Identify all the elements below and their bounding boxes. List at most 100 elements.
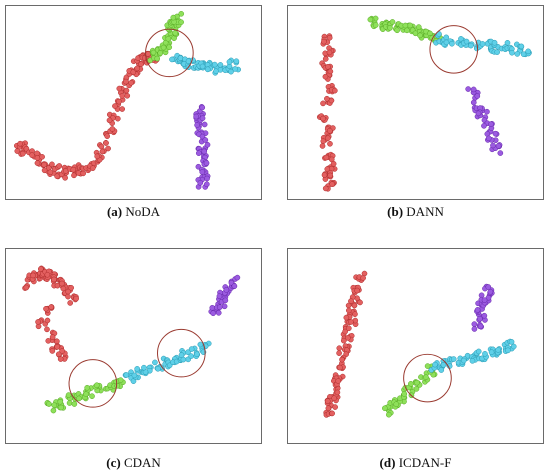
point-d-2-0-6 xyxy=(432,361,438,368)
point-b-2-5-3 xyxy=(479,41,486,47)
point-c-2-0-5 xyxy=(123,372,130,378)
point-a-0-3-3 xyxy=(39,154,45,160)
point-c-3-4-4 xyxy=(234,274,241,281)
point-d-0-12-5 xyxy=(331,395,337,401)
point-c-3-2-5 xyxy=(216,293,223,300)
point-a-1-3-5 xyxy=(166,44,173,51)
caption-a-letter: a xyxy=(111,204,118,219)
point-c-3-4-6 xyxy=(231,283,238,289)
point-c-0-9-6 xyxy=(73,295,79,302)
point-c-3-2-3 xyxy=(222,297,229,304)
point-b-0-4-6 xyxy=(332,87,338,94)
point-b-0-12-4 xyxy=(329,181,335,187)
point-b-3-4-6 xyxy=(485,135,492,142)
caption-c-name: CDAN xyxy=(123,455,161,470)
point-a-3-2-6 xyxy=(201,121,208,128)
point-b-0-3-6 xyxy=(327,68,334,75)
highlight-circle-b-0 xyxy=(429,25,479,74)
point-a-0-5-6 xyxy=(56,163,63,169)
point-d-2-1-6 xyxy=(438,367,445,373)
caption-d: (d) ICDAN-F xyxy=(379,455,452,470)
point-a-0-4-3 xyxy=(41,161,47,168)
point-d-0-8-4 xyxy=(339,356,345,363)
point-c-0-8-6 xyxy=(68,284,75,291)
point-b-1-7-5 xyxy=(417,32,423,39)
point-d-1-6-3 xyxy=(424,363,431,369)
point-b-1-5-5 xyxy=(404,27,410,34)
series-a-3 xyxy=(193,104,211,190)
scatter-plot-a xyxy=(13,10,242,190)
point-d-2-8-6 xyxy=(505,347,511,354)
scatter-panel-a xyxy=(5,5,262,200)
point-d-0-5-5 xyxy=(342,328,348,335)
point-d-2-4-6 xyxy=(469,358,476,364)
point-c-2-7-6 xyxy=(188,353,194,359)
series-d-2 xyxy=(428,338,517,373)
point-c-1-4-5 xyxy=(83,391,89,397)
scatter-plot-c xyxy=(22,265,241,414)
point-b-2-8-5 xyxy=(514,51,521,57)
point-d-1-4-0 xyxy=(413,386,420,392)
point-b-1-3-4 xyxy=(389,19,396,25)
point-a-2-6-6 xyxy=(213,68,219,75)
point-b-0-10-4 xyxy=(330,160,337,167)
point-b-2-9-2 xyxy=(520,51,527,58)
point-a-0-4-6 xyxy=(49,161,55,168)
point-c-0-13-5 xyxy=(49,348,56,354)
point-d-0-3-6 xyxy=(345,307,352,314)
point-b-3-0-5 xyxy=(474,93,481,99)
point-d-0-4-5 xyxy=(343,314,350,321)
caption-a-name: NoDA xyxy=(125,204,161,219)
point-a-3-0-4 xyxy=(199,104,206,111)
point-b-2-1-3 xyxy=(449,40,455,47)
point-d-0-0-6 xyxy=(360,275,366,281)
point-a-0-15-6 xyxy=(116,98,122,105)
point-d-2-5-6 xyxy=(482,350,488,357)
point-c-3-0-6 xyxy=(210,310,217,317)
point-a-0-16-3 xyxy=(124,92,131,99)
point-b-1-5-4 xyxy=(407,22,413,29)
point-a-0-5-4 xyxy=(47,169,54,176)
point-c-0-5-6 xyxy=(44,271,51,278)
point-a-1-1-6 xyxy=(150,49,157,56)
point-a-1-8-6 xyxy=(170,14,177,21)
series-b-0 xyxy=(316,33,338,192)
point-b-2-3-6 xyxy=(463,38,470,45)
point-b-1-1-3 xyxy=(372,22,379,28)
point-a-3-8-0 xyxy=(204,175,210,182)
point-d-0-12-6 xyxy=(332,404,338,410)
point-b-0-8-3 xyxy=(320,138,327,145)
point-d-3-2-4 xyxy=(474,307,481,313)
point-b-1-5-6 xyxy=(402,22,409,29)
point-c-1-0-6 xyxy=(46,401,52,407)
highlight-circle-c-1 xyxy=(157,328,206,378)
point-d-1-4-6 xyxy=(414,379,420,386)
point-a-3-4-6 xyxy=(204,141,211,148)
point-c-1-2-6 xyxy=(71,401,78,407)
scatter-panel-c xyxy=(5,248,262,444)
caption-d-name: ICDAN-F xyxy=(398,455,452,470)
highlight-circle-c-0 xyxy=(68,359,118,408)
point-a-0-16-4 xyxy=(119,92,126,99)
point-b-1-6-4 xyxy=(415,24,422,30)
point-c-2-7-1 xyxy=(188,346,195,352)
point-b-0-5-0 xyxy=(320,100,326,107)
point-d-2-1-5 xyxy=(440,361,447,368)
point-d-2-8-5 xyxy=(508,339,515,345)
point-d-1-3-6 xyxy=(401,391,408,397)
point-a-3-7-3 xyxy=(199,169,206,175)
point-b-2-6-6 xyxy=(491,39,498,46)
point-c-1-0-4 xyxy=(50,407,57,414)
point-d-0-12-4 xyxy=(324,398,331,404)
point-b-1-4-4 xyxy=(394,27,400,34)
point-d-0-5-6 xyxy=(345,325,352,332)
point-c-0-7-6 xyxy=(59,280,65,287)
point-a-1-1-3 xyxy=(154,55,161,62)
point-b-0-12-6 xyxy=(322,185,329,192)
point-a-2-8-5 xyxy=(226,59,233,65)
point-a-3-3-6 xyxy=(202,137,209,143)
series-b-2 xyxy=(433,31,532,58)
point-b-0-2-1 xyxy=(322,56,329,62)
point-a-2-5-5 xyxy=(204,66,211,73)
point-b-0-1-6 xyxy=(326,49,333,56)
